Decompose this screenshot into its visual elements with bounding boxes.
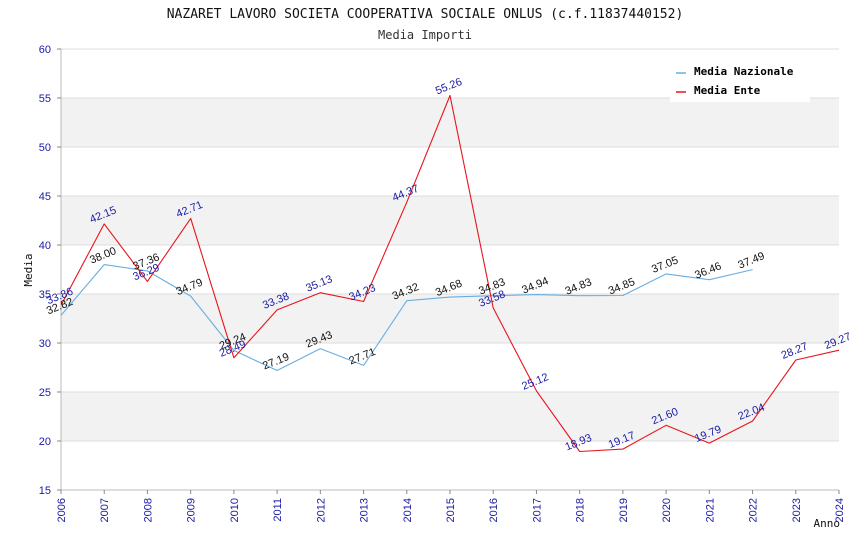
x-tick-label: 2006 <box>56 498 68 522</box>
y-tick-label: 45 <box>39 191 51 203</box>
x-axis-ticks: 2006 2007 2008 2009 2010 2011 2012 2013 2014 2015… <box>56 490 846 522</box>
series-line-media-nazionale <box>60 264 753 372</box>
x-tick-label: 2020 <box>661 498 673 522</box>
y-axis-ticks: 15 20 25 30 35 40 45 50 55 60 <box>39 44 61 497</box>
y-tick-label: 35 <box>39 289 51 301</box>
y-tick-label: 60 <box>39 44 51 56</box>
x-tick-label: 2009 <box>186 498 198 522</box>
x-tick-label: 2021 <box>704 498 716 522</box>
x-tick-label: 2015 <box>445 498 457 522</box>
x-axis-label: Anno <box>814 517 841 530</box>
x-tick-label: 2022 <box>748 498 760 522</box>
x-tick-label: 2024 <box>834 498 846 522</box>
series-group <box>60 94 840 453</box>
x-tick-label: 2008 <box>142 498 154 522</box>
chart-title: NAZARET LAVORO SOCIETA COOPERATIVA SOCIA… <box>167 7 684 22</box>
x-tick-label: 2012 <box>315 498 327 522</box>
background-band <box>61 392 839 441</box>
data-label-nazionale: 27.71 <box>347 346 377 367</box>
x-tick-label: 2011 <box>272 498 284 522</box>
x-tick-label: 2018 <box>575 498 587 522</box>
legend-label-nazionale: Media Nazionale <box>694 65 794 78</box>
legend-box <box>670 58 810 102</box>
data-label-ente: 28.27 <box>780 340 810 361</box>
data-label-nazionale: 38.00 <box>88 245 118 266</box>
data-label-ente: 35.13 <box>304 273 334 294</box>
y-tick-label: 15 <box>39 485 51 497</box>
data-label-nazionale: 34.94 <box>520 275 550 296</box>
y-tick-label: 50 <box>39 142 51 154</box>
data-label-nazionale: 36.46 <box>693 260 723 281</box>
background-bands <box>61 98 839 441</box>
y-tick-label: 30 <box>39 338 51 350</box>
x-tick-label: 2014 <box>402 498 414 522</box>
y-tick-label: 20 <box>39 436 51 448</box>
chart-subtitle: Media Importi <box>378 28 472 42</box>
background-band <box>61 98 839 147</box>
legend: Media Nazionale Media Ente <box>670 58 810 102</box>
x-tick-label: 2017 <box>531 498 543 522</box>
background-band <box>61 196 839 245</box>
x-tick-label: 2013 <box>359 498 371 522</box>
y-tick-label: 55 <box>39 93 51 105</box>
x-tick-label: 2007 <box>99 498 111 522</box>
data-label-nazionale: 37.49 <box>736 250 766 271</box>
x-tick-label: 2016 <box>488 498 500 522</box>
data-label-nazionale: 37.05 <box>650 254 680 275</box>
x-tick-label: 2023 <box>791 498 803 522</box>
x-tick-label: 2019 <box>618 498 630 522</box>
data-label-ente: 55.26 <box>434 76 464 97</box>
x-tick-label: 2010 <box>229 498 241 522</box>
legend-label-ente: Media Ente <box>694 84 761 97</box>
y-axis-label: Media <box>22 253 35 286</box>
y-tick-label: 40 <box>39 240 51 252</box>
data-label-nazionale: 27.19 <box>261 351 291 372</box>
series-line-media-ente <box>60 94 840 453</box>
y-tick-label: 25 <box>39 387 51 399</box>
background-band <box>61 294 839 343</box>
